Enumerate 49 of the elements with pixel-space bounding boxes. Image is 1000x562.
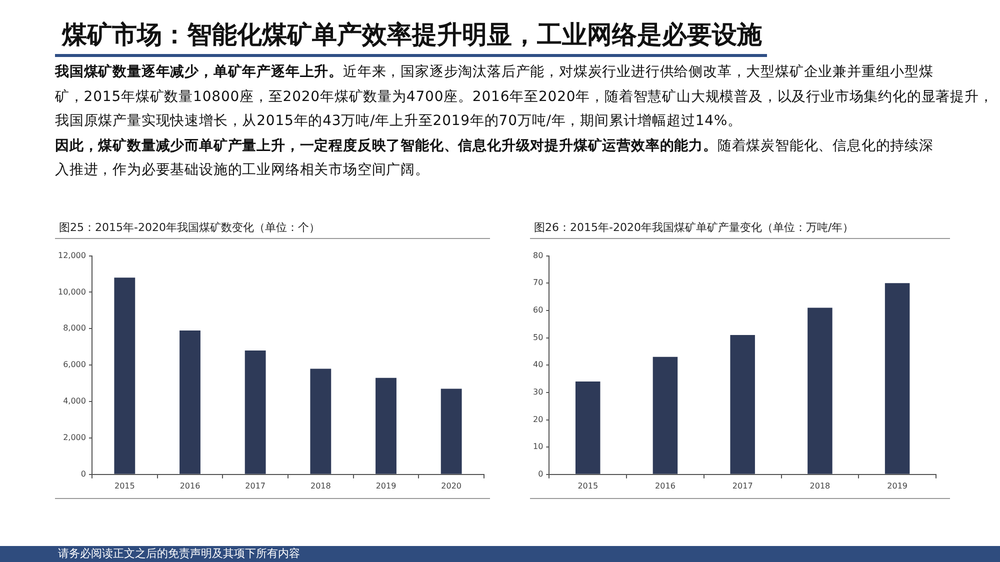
x-tick-label: 2015 xyxy=(114,481,135,490)
y-tick-label: 60 xyxy=(532,306,544,315)
y-tick-label: 4,000 xyxy=(63,396,86,406)
y-tick-label: 30 xyxy=(532,388,544,397)
x-tick-label: 2017 xyxy=(245,481,266,490)
y-tick-label: 80 xyxy=(532,250,544,260)
y-tick-label: 70 xyxy=(532,278,544,288)
bar xyxy=(730,335,755,474)
y-tick-label: 6,000 xyxy=(63,360,86,370)
x-tick-label: 2019 xyxy=(376,481,396,490)
y-tick-label: 8,000 xyxy=(63,324,86,333)
x-tick-label: 2017 xyxy=(732,481,753,490)
text: 随着煤炭智能化、信息化的持续深 xyxy=(717,138,934,154)
y-tick-label: 0 xyxy=(538,469,544,478)
bar xyxy=(310,368,332,474)
x-tick-label: 2015 xyxy=(578,481,598,490)
x-tick-label: 2020 xyxy=(441,481,462,490)
x-tick-label: 2016 xyxy=(180,481,200,490)
bar xyxy=(440,388,462,474)
chart-title: 图26：2015年-2020年我国煤矿单矿产量变化（单位：万吨/年） xyxy=(534,221,854,235)
text: 入推进，作为必要基础设施的工业网络相关市场空间广阔。 xyxy=(55,162,430,178)
bar xyxy=(808,308,832,474)
x-tick-label: 2019 xyxy=(887,481,908,490)
bar xyxy=(652,356,678,474)
y-tick-label: 0 xyxy=(80,469,86,478)
bar xyxy=(376,378,396,474)
x-tick-label: 2018 xyxy=(810,481,830,490)
chart-title: 图25：2015年-2020年我国煤矿数变化（单位：个） xyxy=(59,221,320,235)
bar xyxy=(180,330,200,474)
x-tick-label: 2018 xyxy=(310,481,331,490)
bar xyxy=(575,381,600,474)
text: 近年来，国家逐步淘汰落后产能，对煤炭行业进行供给侧改革，大型煤矿企业兼并重组小型煤 xyxy=(343,64,934,80)
y-tick-label: 10 xyxy=(532,442,544,452)
text: 我国煤矿数量逐年减少，单矿年产逐年上升。 xyxy=(55,64,343,80)
y-tick-label: 10,000 xyxy=(58,287,86,296)
text: 我国原煤产量实现快速增长，从2015年的43万吨/年上升至2019年的70万吨/年，期间累计增幅超过14%。 xyxy=(55,113,742,129)
text: 请务必阅读正文之后的免责声明及其项下所有内容 xyxy=(58,547,300,561)
bar xyxy=(884,283,910,474)
y-tick-label: 40 xyxy=(532,360,544,370)
y-tick-label: 50 xyxy=(532,332,544,342)
y-tick-label: 20 xyxy=(532,414,544,424)
y-tick-label: 2,000 xyxy=(63,433,86,442)
text: 矿，2015年煤矿数量10800座，至2020年煤矿数量为4700座。2016年至2020年，随着智慧矿山大规模普及，以及行业市场集约化的显著提升， xyxy=(55,88,994,104)
x-tick-label: 2016 xyxy=(655,481,676,490)
text: 煤矿市场：智能化煤矿单产效率提升明显，工业网络是必要设施 xyxy=(62,19,762,51)
text: 因此，煤矿数量减少而单矿产量上升，一定程度反映了智能化、信息化升级对提升煤矿运营效率的能力。 xyxy=(55,138,718,154)
y-tick-label: 12,000 xyxy=(58,250,86,260)
bar xyxy=(244,350,266,474)
bar xyxy=(114,278,136,474)
